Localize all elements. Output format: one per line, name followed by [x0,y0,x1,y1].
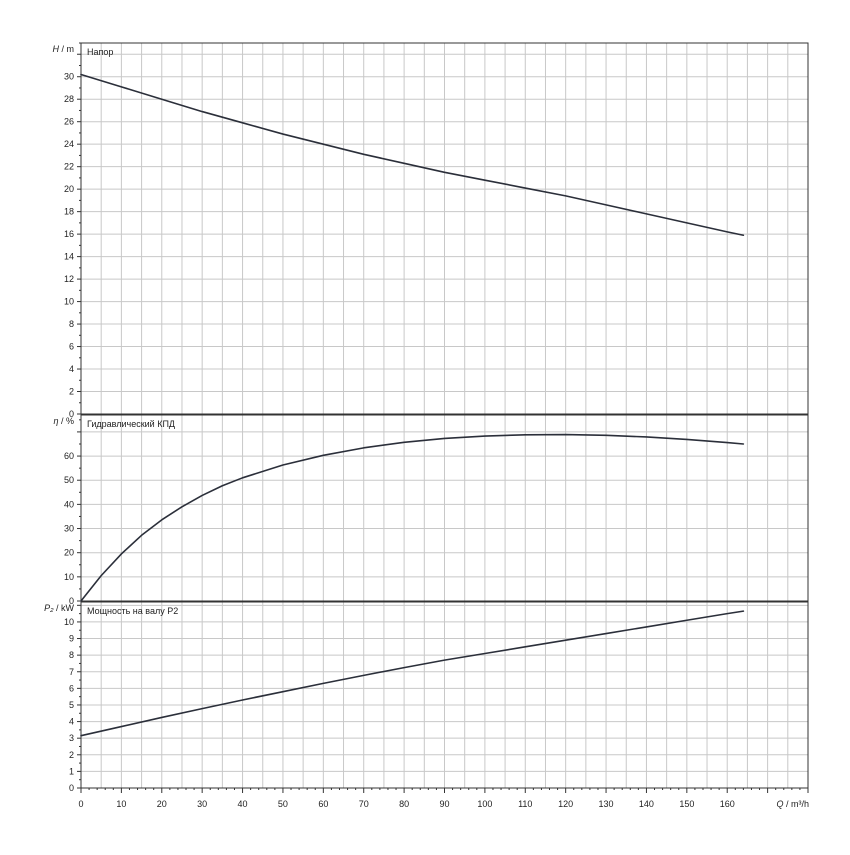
y-axis-unit: / m [59,44,74,54]
y-tick-label: 14 [64,252,74,262]
panel-frame [80,42,809,415]
panel-title: Напор [87,47,113,57]
x-tick-label: 90 [439,799,449,809]
y-tick-label: 18 [64,207,74,217]
y-tick-label: 0 [69,783,74,793]
x-tick-label: 120 [558,799,573,809]
y-tick-label: 8 [69,319,74,329]
y-axis-variable: H [53,44,60,54]
y-tick-label: 2 [69,387,74,397]
x-tick-label: 30 [197,799,207,809]
y-tick-label: 8 [69,650,74,660]
y-tick-label: 26 [64,117,74,127]
x-tick-label: 40 [238,799,248,809]
panel-3: 0 1 2 3 4 5 6 7 8 9 10 P₂ / kW Мощность на валу P2 [44,601,809,793]
y-tick-label: 10 [64,617,74,627]
x-tick-label: 150 [679,799,694,809]
y-axis-label: H / m [53,44,75,54]
y-tick-label: 30 [64,72,74,82]
y-tick-label: 3 [69,733,74,743]
panel-frame [80,414,809,602]
panel-title: Мощность на валу P2 [87,606,178,616]
x-tick-label: 130 [599,799,614,809]
y-tick-label: 30 [64,524,74,534]
y-axis-unit: / % [58,416,74,426]
x-tick-label: 20 [157,799,167,809]
y-tick-label: 4 [69,364,74,374]
y-tick-label: 40 [64,499,74,509]
x-tick-label: 50 [278,799,288,809]
panel-title: Гидравлический КПД [87,419,175,429]
series-line [80,610,745,737]
x-tick-label: 0 [78,799,83,809]
y-tick-label: 60 [64,451,74,461]
y-tick-label: 16 [64,229,74,239]
x-tick-label: 10 [116,799,126,809]
y-tick-label: 24 [64,139,74,149]
y-axis-variable: P₂ [44,603,54,613]
x-tick-label: 140 [639,799,654,809]
y-tick-label: 6 [69,683,74,693]
y-tick-label: 2 [69,750,74,760]
y-tick-label: 20 [64,548,74,558]
x-tick-label: 60 [318,799,328,809]
y-tick-label: 0 [69,596,74,606]
y-tick-label: 22 [64,162,74,172]
y-tick-label: 50 [64,475,74,485]
y-tick-label: 28 [64,94,74,104]
x-tick-label: 160 [720,799,735,809]
y-tick-label: 1 [69,766,74,776]
y-axis-variable: η [53,416,58,426]
x-tick-label: 70 [359,799,369,809]
x-axis-label: Q / m³/h [776,799,809,809]
x-tick-label: 80 [399,799,409,809]
y-tick-label: 7 [69,667,74,677]
y-tick-label: 10 [64,572,74,582]
x-axis-unit: / m³/h [783,799,809,809]
panel-2: 0 10 20 30 40 50 60 η / % Гидравлический КПД [53,414,809,606]
series-line [80,73,745,237]
y-axis-unit: / kW [54,603,75,613]
y-tick-label: 20 [64,184,74,194]
y-tick-label: 4 [69,717,74,727]
y-axis-label: η / % [53,416,74,426]
y-tick-label: 12 [64,274,74,284]
x-axis-variable: Q [776,799,783,809]
y-axis-label: P₂ / kW [44,603,74,613]
y-tick-label: 5 [69,700,74,710]
y-tick-label: 0 [69,409,74,419]
x-tick-label: 110 [518,799,532,809]
x-tick-label: 100 [477,799,492,809]
y-tick-label: 10 [64,297,74,307]
y-tick-label: 6 [69,342,74,352]
y-tick-label: 9 [69,634,74,644]
series-line [80,433,745,602]
